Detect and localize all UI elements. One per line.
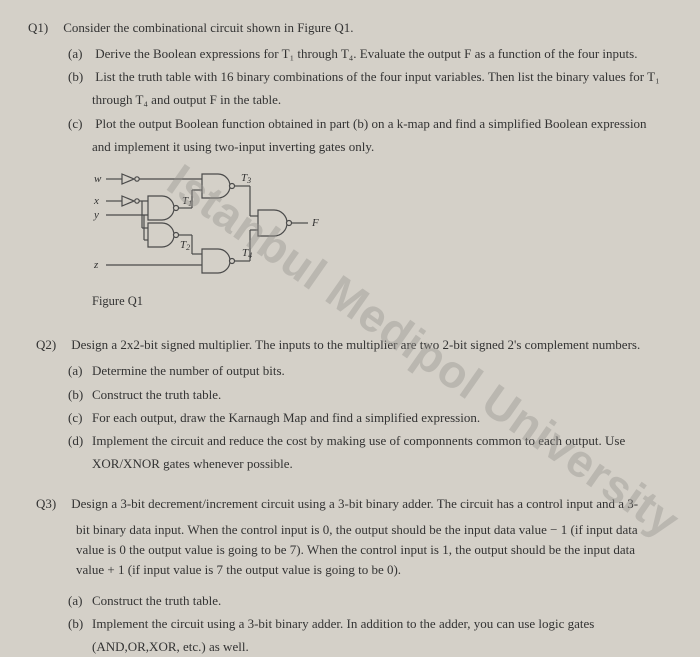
figure-caption: Figure Q1	[92, 292, 672, 311]
q2-c: For each output, draw the Karnaugh Map a…	[92, 410, 480, 425]
q3-number: Q3)	[36, 494, 68, 514]
label-a: (a)	[68, 591, 92, 611]
q2-d-line2: XOR/XNOR gates whenever possible.	[92, 456, 293, 471]
label-a: (a)	[68, 361, 92, 381]
q1-c-line2: and implement it using two-input inverti…	[92, 139, 374, 154]
q3-stem-line2: bit binary data input. When the control …	[36, 520, 672, 540]
q1-number: Q1)	[28, 18, 60, 38]
q1-c-line1: Plot the output Boolean function obtaine…	[95, 116, 646, 131]
input-w-label: w	[94, 173, 102, 185]
label-c: (c)	[68, 408, 92, 428]
question-3: Q3) Design a 3-bit decrement/increment c…	[28, 494, 672, 657]
t2-label: T2	[180, 239, 190, 252]
q2-d-line1: Implement the circuit and reduce the cos…	[92, 433, 625, 448]
q3-a: Construct the truth table.	[92, 593, 221, 608]
label-b: (b)	[68, 385, 92, 405]
q1-stem: Consider the combinational circuit shown…	[63, 20, 353, 35]
t4-label: T4	[242, 247, 252, 260]
question-2: Q2) Design a 2x2-bit signed multiplier. …	[28, 335, 672, 474]
q2-b: Construct the truth table.	[92, 387, 221, 402]
label-a: (a)	[68, 44, 92, 64]
figure-q1: w x y z T1 T2	[28, 160, 672, 315]
q1-b-line2: through T₄ and output F in the table.	[92, 92, 281, 107]
q2-number: Q2)	[36, 335, 68, 355]
circuit-diagram: w x y z T1 T2	[92, 168, 332, 288]
output-f-label: F	[311, 217, 319, 229]
input-x-label: x	[93, 195, 99, 207]
q3-stem-line3: value is 0 the output value is going to …	[36, 540, 672, 560]
label-c: (c)	[68, 114, 92, 134]
t3-label: T3	[241, 172, 251, 185]
q3-stem-line4: value + 1 (if input value is 7 the outpu…	[36, 560, 672, 580]
q3-stem-line1: Design a 3-bit decrement/increment circu…	[71, 496, 638, 511]
q1-a: Derive the Boolean expressions for T₁ th…	[95, 46, 637, 61]
t1-label: T1	[182, 195, 192, 208]
q2-stem: Design a 2x2-bit signed multiplier. The …	[71, 337, 640, 352]
q3-b-line1: Implement the circuit using a 3-bit bina…	[92, 616, 594, 631]
question-1: Q1) Consider the combinational circuit s…	[28, 18, 672, 315]
label-b: (b)	[68, 614, 92, 634]
input-y-label: y	[93, 209, 99, 221]
label-d: (d)	[68, 431, 92, 451]
input-z-label: z	[93, 259, 99, 271]
label-b: (b)	[68, 67, 92, 87]
q1-b-line1: List the truth table with 16 binary comb…	[95, 69, 659, 84]
q2-a: Determine the number of output bits.	[92, 363, 285, 378]
